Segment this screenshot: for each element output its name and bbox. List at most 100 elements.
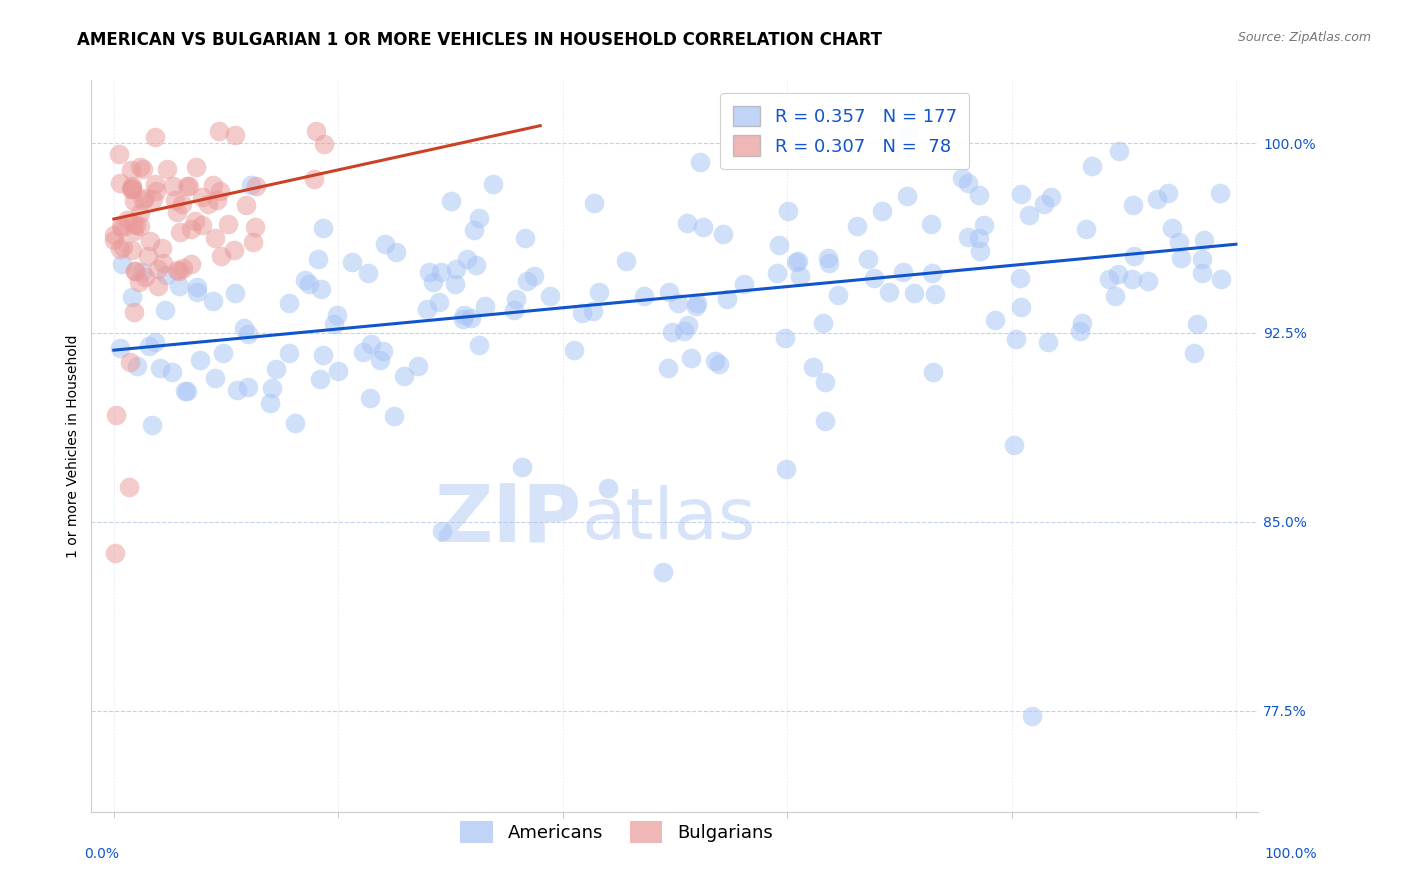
Point <box>128 276 150 290</box>
Point <box>430 524 453 539</box>
Point <box>298 277 321 292</box>
Point <box>870 203 893 218</box>
Point <box>103 233 125 247</box>
Point <box>415 302 437 317</box>
Point <box>374 236 396 251</box>
Point <box>370 353 392 368</box>
Point <box>202 178 225 192</box>
Point <box>596 481 619 495</box>
Point <box>813 414 835 428</box>
Point <box>148 279 170 293</box>
Point <box>153 303 176 318</box>
Point <box>235 197 257 211</box>
Point <box>260 381 283 395</box>
Point <box>1098 272 1121 286</box>
Point <box>891 265 914 279</box>
Point <box>149 361 172 376</box>
Point <box>969 244 991 259</box>
Point <box>138 339 160 353</box>
Point <box>678 318 700 332</box>
Point <box>277 295 299 310</box>
Point <box>122 224 145 238</box>
Point <box>169 225 191 239</box>
Point <box>191 218 214 232</box>
Point <box>108 341 131 355</box>
Point <box>176 384 198 399</box>
Point <box>125 219 148 233</box>
Point <box>896 188 918 202</box>
Point <box>117 212 139 227</box>
Point <box>145 184 167 198</box>
Point <box>312 221 335 235</box>
Point <box>308 372 330 386</box>
Point <box>827 288 849 302</box>
Point <box>689 155 711 169</box>
Point <box>1002 438 1025 452</box>
Point <box>371 343 394 358</box>
Point <box>588 285 610 299</box>
Point <box>1209 186 1232 200</box>
Point <box>226 383 249 397</box>
Point <box>242 235 264 250</box>
Point <box>429 265 451 279</box>
Point <box>661 325 683 339</box>
Point <box>111 240 134 254</box>
Point <box>208 124 231 138</box>
Point <box>633 288 655 302</box>
Point <box>180 221 202 235</box>
Point <box>143 129 166 144</box>
Point <box>186 280 208 294</box>
Point <box>204 370 226 384</box>
Point <box>357 267 380 281</box>
Point <box>117 480 139 494</box>
Point <box>125 359 148 373</box>
Point <box>775 462 797 476</box>
Point <box>1071 316 1094 330</box>
Point <box>658 285 681 300</box>
Text: ZIP: ZIP <box>434 480 582 558</box>
Point <box>103 227 125 242</box>
Point <box>239 178 262 193</box>
Point <box>174 384 197 398</box>
Point <box>422 275 444 289</box>
Point <box>481 177 503 191</box>
Point <box>121 290 143 304</box>
Point <box>444 262 467 277</box>
Point <box>312 137 335 152</box>
Point <box>184 214 207 228</box>
Point <box>245 179 267 194</box>
Text: AMERICAN VS BULGARIAN 1 OR MORE VEHICLES IN HOUSEHOLD CORRELATION CHART: AMERICAN VS BULGARIAN 1 OR MORE VEHICLES… <box>77 31 883 49</box>
Text: 0.0%: 0.0% <box>84 847 118 861</box>
Point <box>1010 187 1032 202</box>
Point <box>122 194 145 209</box>
Point <box>766 266 789 280</box>
Point <box>685 300 707 314</box>
Point <box>360 337 382 351</box>
Point <box>1036 334 1059 349</box>
Point <box>614 254 637 268</box>
Point <box>1157 186 1180 200</box>
Point <box>801 360 824 375</box>
Point <box>156 162 179 177</box>
Point <box>162 179 184 194</box>
Point <box>150 241 173 255</box>
Point <box>340 254 363 268</box>
Point <box>326 308 349 322</box>
Point <box>733 277 755 291</box>
Point <box>1170 252 1192 266</box>
Point <box>243 220 266 235</box>
Point <box>141 417 163 432</box>
Point <box>104 546 127 560</box>
Point <box>224 243 246 257</box>
Point <box>132 193 155 207</box>
Point <box>967 187 990 202</box>
Text: atlas: atlas <box>582 484 756 554</box>
Point <box>160 365 183 379</box>
Point <box>121 179 143 194</box>
Point <box>120 181 142 195</box>
Point <box>1182 346 1205 360</box>
Point <box>259 396 281 410</box>
Point <box>1187 317 1209 331</box>
Point <box>309 283 332 297</box>
Point <box>139 235 162 249</box>
